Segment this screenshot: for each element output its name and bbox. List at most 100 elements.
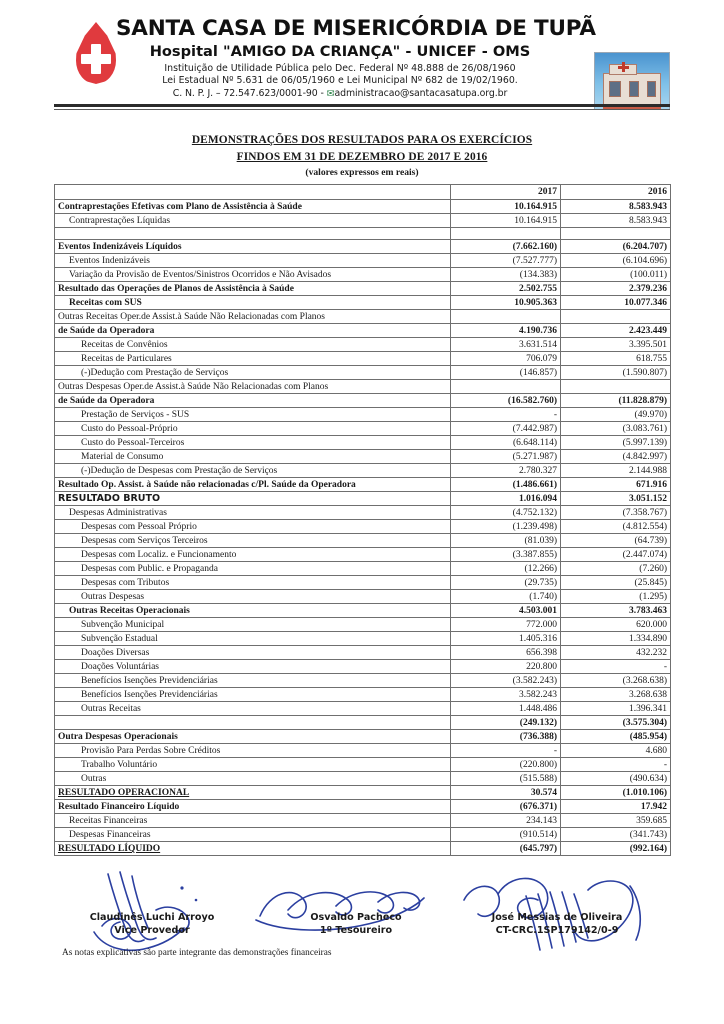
cell-value-2017	[450, 309, 561, 325]
row-label: Despesas com Localiz. e Funcionamento	[54, 547, 451, 563]
column-header-year: 2017	[450, 184, 561, 201]
table-row: Receitas de Particulares 706.079 618.755	[54, 351, 671, 367]
table-row: Despesas com Pessoal Próprio (1.239.498)(…	[54, 519, 671, 535]
row-label: Despesas com Public. e Propaganda	[54, 561, 451, 577]
row-label: Resultado das Operações de Planos de Ass…	[54, 281, 451, 297]
cell-value-2017: (3.582.243)	[450, 673, 561, 689]
cell-value-2016: (4.812.554)	[560, 519, 671, 535]
cell-value-2017: (910.514)	[450, 827, 561, 843]
cell-value-2017: (249.132)	[450, 715, 561, 731]
header-divider-thick	[54, 104, 670, 107]
cell-value-2017: (515.588)	[450, 771, 561, 787]
row-label: Despesas com Serviços Terceiros	[54, 533, 451, 549]
table-row: Receitas com SUS 10.905.363 10.077.346	[54, 295, 671, 311]
cell-value-2016: 432.232	[560, 645, 671, 661]
signatory-role-3: CT-CRC.1SP179142/0-9	[495, 925, 619, 937]
table-row: Resultado das Operações de Planos de Ass…	[54, 281, 671, 297]
cell-value-2016: 10.077.346	[560, 295, 671, 311]
table-row: RESULTADO BRUTO 1.016.094 3.051.152	[54, 491, 671, 507]
cell-value-2016: (3.575.304)	[560, 715, 671, 731]
footnote: As notas explicativas são parte integran…	[62, 948, 332, 959]
row-label: Outras Receitas	[54, 701, 451, 717]
row-label: Eventos Indenizáveis Líquidos	[54, 239, 451, 255]
cell-value-2016: (341.743)	[560, 827, 671, 843]
table-header-row: 2017 2016	[54, 184, 671, 201]
table-row: Outras Receitas 1.448.486 1.396.341	[54, 701, 671, 717]
row-label: Subvenção Municipal	[54, 617, 451, 633]
table-row: Subvenção Estadual 1.405.316 1.334.890	[54, 631, 671, 647]
column-header-year: 2016	[560, 184, 671, 201]
cell-value-2016: (992.164)	[560, 841, 671, 857]
cell-value-2017: (5.271.987)	[450, 449, 561, 465]
cell-value-2017: 2.502.755	[450, 281, 561, 297]
cell-value-2017: 220.800	[450, 659, 561, 675]
cell-value-2016: 620.000	[560, 617, 671, 633]
row-label: Receitas de Convênios	[54, 337, 451, 353]
row-label: Custo do Pessoal-Próprio	[54, 421, 451, 437]
row-label: RESULTADO BRUTO	[54, 491, 451, 507]
table-spacer-row	[54, 227, 671, 241]
cell-value-2017: 1.016.094	[450, 491, 561, 507]
table-row: Benefícios Isenções Previdenciárias (3.58…	[54, 673, 671, 689]
header-divider-thin	[54, 109, 670, 110]
cell-value-2016: 2.379.236	[560, 281, 671, 297]
row-label	[54, 227, 451, 241]
column-header-label	[54, 184, 451, 201]
row-label: Despesas com Tributos	[54, 575, 451, 591]
cell-value-2016: (49.970)	[560, 407, 671, 423]
table-row: Outras Receitas Oper.de Assist.à Saúde N…	[54, 309, 671, 325]
row-label: (-)Dedução com Prestação de Serviços	[54, 365, 451, 381]
row-label: Contraprestações Efetivas com Plano de A…	[54, 199, 451, 215]
row-label: Resultado Op. Assist. à Saúde não relaci…	[54, 477, 451, 493]
table-row: Variação da Provisão de Eventos/Sinistro…	[54, 267, 671, 283]
row-label: Subvenção Estadual	[54, 631, 451, 647]
email-icon: ✉	[326, 88, 335, 100]
cell-value-2017: (220.800)	[450, 757, 561, 773]
table-row: Resultado Financeiro Líquido (676.371) 17.…	[54, 799, 671, 815]
cell-value-2016: 3.783.463	[560, 603, 671, 619]
letterhead-text: SANTA CASA DE MISERICÓRDIA DE TUPÃ Hospi…	[116, 17, 596, 101]
table-row: Provisão Para Perdas Sobre Créditos -4.68…	[54, 743, 671, 759]
table-row: Prestação de Serviços - SUS - (49.970)	[54, 407, 671, 423]
cell-value-2017: (1.239.498)	[450, 519, 561, 535]
signature-block-tesoureiro: Osvaldo Pacheco 1º Tesoureiro	[266, 912, 446, 938]
table-row: Doações Diversas 656.398 432.232	[54, 645, 671, 661]
email-address: administracao@santacasatupa.org.br	[334, 87, 508, 99]
table-row: Despesas com Localiz. e Funcionamento (3.…	[54, 547, 671, 563]
cell-value-2016: (2.447.074)	[560, 547, 671, 563]
legal-line-federal: Instituição de Utilidade Pública pelo De…	[164, 62, 516, 74]
cell-value-2017: 706.079	[450, 351, 561, 367]
table-row: Outras Despesas Oper.de Assist.à Saúde N…	[54, 379, 671, 395]
cell-value-2017: 772.000	[450, 617, 561, 633]
document-title-block: DEMONSTRAÇÕES DOS RESULTADOS PARA OS EXE…	[0, 132, 724, 180]
row-label: Despesas Administrativas	[54, 505, 451, 521]
cell-value-2016: (485.954)	[560, 729, 671, 745]
hospital-building-photo	[594, 52, 670, 110]
table-row: (249.132) (3.575.304)	[54, 715, 671, 731]
table-row: de Saúde da Operadora (16.582.760) (11.828…	[54, 393, 671, 409]
table-row: Subvenção Municipal 772.000 620.000	[54, 617, 671, 633]
row-label	[54, 715, 451, 731]
cell-value-2017: 10.905.363	[450, 295, 561, 311]
cell-value-2016: 2.144.988	[560, 463, 671, 479]
row-label: Resultado Financeiro Líquido	[54, 799, 451, 815]
cnpj-and-email: C. N. P. J. – 72.547.623/0001-90 - ✉admi…	[116, 88, 564, 101]
row-label: Prestação de Serviços - SUS	[54, 407, 451, 423]
row-label: Benefícios Isenções Previdenciárias	[54, 687, 451, 703]
table-row: RESULTADO OPERACIONAL 30.574 (1.010.106)	[54, 785, 671, 801]
row-label: Outra Despesas Operacionais	[54, 729, 451, 745]
table-row: Despesas com Serviços Terceiros (81.039)(…	[54, 533, 671, 549]
table-row: Contraprestações Efetivas com Plano de A…	[54, 199, 671, 215]
cell-value-2017: 1.405.316	[450, 631, 561, 647]
row-label: Material de Consumo	[54, 449, 451, 465]
table-row: Outras Despesas (1.740) (1.295)	[54, 589, 671, 605]
signature-block-contador: José Messias de Oliveira CT-CRC.1SP17914…	[452, 912, 662, 938]
table-row: Contraprestações Líquidas 10.164.915 8.583…	[54, 213, 671, 229]
cell-value-2016: 8.583.943	[560, 213, 671, 229]
cell-value-2017: 656.398	[450, 645, 561, 661]
row-label: Despesas com Pessoal Próprio	[54, 519, 451, 535]
income-statement-table: 2017 2016 Contraprestações Efetivas com Pl…	[54, 184, 671, 857]
row-label: Receitas de Particulares	[54, 351, 451, 367]
table-row: Despesas com Public. e Propaganda (12.266…	[54, 561, 671, 577]
cell-value-2016: 2.423.449	[560, 323, 671, 339]
